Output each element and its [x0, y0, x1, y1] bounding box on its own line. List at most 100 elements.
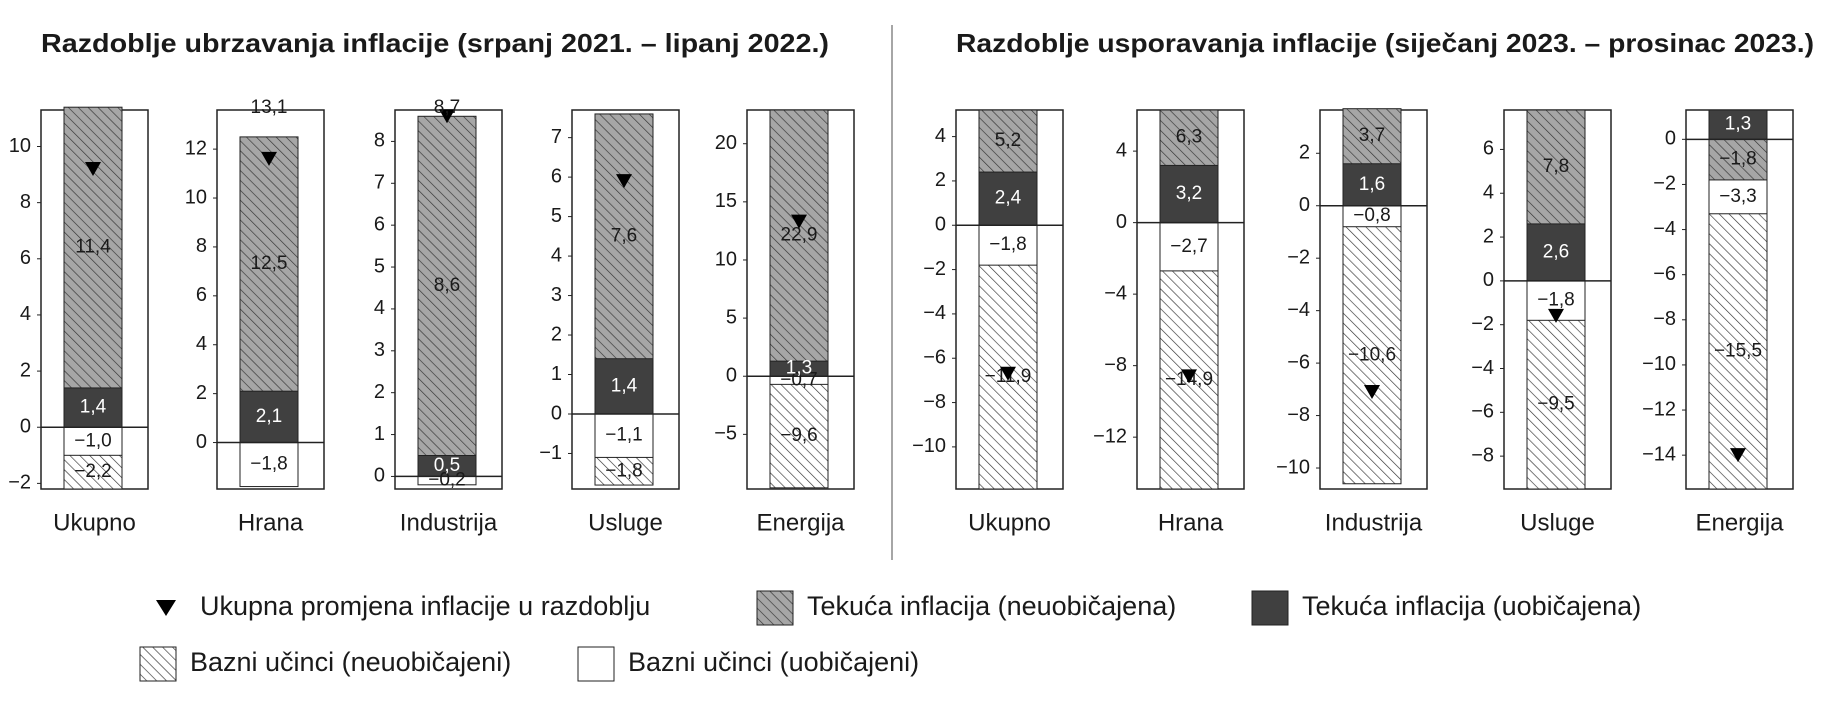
y-tick-label: 10	[715, 248, 737, 270]
legend-marker	[156, 600, 176, 616]
y-tick-label: 10	[185, 186, 207, 208]
x-tick-label: Ukupno	[968, 509, 1051, 536]
marker	[261, 151, 277, 166]
y-tick-label: 4	[1483, 182, 1494, 204]
y-tick-label: 6	[1483, 138, 1494, 160]
value-label: 2,6	[1543, 241, 1569, 262]
legend-label: Tekuća inflacija (uobičajena)	[1302, 591, 1641, 621]
bar-segment	[1342, 163, 1402, 207]
y-tick-label: 4	[196, 333, 207, 355]
value-label: 7,8	[1543, 156, 1569, 177]
marker	[1181, 369, 1197, 384]
marker	[1000, 366, 1016, 381]
value-label: 2,4	[995, 188, 1022, 209]
y-tick-label: 12	[185, 137, 207, 159]
y-tick-label: 8	[374, 130, 385, 152]
panel-title: Razdoblje ubrzavanja inflacije (srpanj 2…	[41, 28, 829, 58]
y-tick-label: 6	[20, 247, 31, 269]
value-label: −1,8	[605, 460, 643, 481]
y-tick-label: 2	[1483, 225, 1494, 247]
y-tick-label: 6	[551, 165, 562, 187]
y-tick-label: 0	[1483, 269, 1494, 291]
value-label: 5,2	[995, 130, 1021, 151]
y-tick-label: −8	[1471, 444, 1494, 466]
value-label: −0,8	[1353, 205, 1391, 226]
y-tick-label: −8	[1104, 354, 1127, 376]
value-label: −3,3	[1719, 186, 1757, 207]
value-label: −10,6	[1348, 344, 1396, 365]
y-tick-label: −14	[1642, 443, 1676, 465]
y-tick-label: 2	[374, 381, 385, 403]
y-tick-label: 1	[374, 423, 385, 445]
value-label: 3,7	[1359, 125, 1385, 146]
value-label: 8,6	[434, 275, 460, 296]
x-tick-label: Hrana	[1158, 509, 1224, 536]
value-label: 1,4	[611, 375, 638, 396]
bar-segment	[63, 426, 123, 456]
value-label: 2,1	[256, 406, 282, 427]
y-tick-label: −1	[539, 442, 562, 464]
value-label: −9,5	[1537, 394, 1575, 415]
y-tick-label: −10	[1642, 353, 1676, 375]
y-tick-label: −2	[8, 472, 31, 494]
x-tick-label: Energija	[756, 509, 845, 536]
value-label: −2,7	[1170, 236, 1208, 257]
y-tick-label: −8	[923, 391, 946, 413]
value-label: 11,4	[75, 237, 111, 258]
bar-segment	[769, 109, 829, 377]
y-tick-label: 4	[551, 244, 562, 266]
value-label: 7,6	[611, 225, 637, 246]
bar-segment	[594, 413, 654, 458]
y-tick-label: 5	[551, 205, 562, 227]
bar-segment	[978, 171, 1038, 226]
value-label: −9,6	[780, 425, 818, 446]
legend-label: Bazni učinci (uobičajeni)	[628, 647, 919, 677]
panel-title: Razdoblje usporavanja inflacije (siječan…	[956, 28, 1814, 58]
bar-segment	[239, 442, 299, 488]
x-tick-label: Industrija	[1325, 509, 1423, 536]
bar-segment	[63, 106, 123, 428]
y-tick-label: 3	[374, 339, 385, 361]
y-tick-label: 0	[726, 365, 737, 387]
y-tick-label: −2	[1653, 173, 1676, 195]
legend-swatch	[756, 590, 794, 626]
marker	[791, 214, 807, 229]
bar-segment	[1708, 138, 1768, 181]
y-tick-label: 4	[935, 125, 946, 147]
y-tick-label: −6	[1653, 263, 1676, 285]
y-tick-label: −10	[912, 435, 946, 457]
y-tick-label: −2	[923, 258, 946, 280]
y-tick-label: −8	[1287, 404, 1310, 426]
value-label: −15,5	[1714, 340, 1762, 361]
y-tick-label: 2	[196, 382, 207, 404]
y-tick-label: 0	[1665, 128, 1676, 150]
y-tick-label: −4	[1471, 357, 1494, 379]
marker	[1730, 448, 1746, 463]
legend-swatch	[577, 646, 615, 682]
y-tick-label: −6	[1287, 351, 1310, 373]
y-tick-label: −4	[1104, 282, 1127, 304]
value-label: 3,2	[1176, 183, 1202, 204]
y-tick-label: −4	[1287, 299, 1310, 321]
y-tick-label: 6	[374, 213, 385, 235]
x-tick-label: Usluge	[1520, 509, 1595, 536]
marker	[1548, 308, 1564, 323]
x-tick-label: Ukupno	[53, 509, 136, 536]
y-tick-label: 0	[551, 402, 562, 424]
y-tick-label: −10	[1276, 456, 1310, 478]
bar-segment	[63, 387, 123, 428]
y-tick-label: 8	[20, 191, 31, 213]
y-tick-label: 0	[20, 416, 31, 438]
value-label: −1,8	[250, 454, 288, 475]
y-tick-label: 0	[196, 431, 207, 453]
y-tick-label: 0	[935, 214, 946, 236]
y-tick-label: 2	[20, 359, 31, 381]
y-tick-label: −4	[923, 302, 946, 324]
bar-segment	[594, 358, 654, 415]
y-tick-label: 4	[20, 303, 31, 325]
y-tick-label: −5	[714, 423, 737, 445]
y-tick-label: −2	[1287, 246, 1310, 268]
x-tick-label: Usluge	[588, 509, 663, 536]
value-label: 22,9	[781, 225, 818, 246]
y-tick-label: 0	[1299, 194, 1310, 216]
